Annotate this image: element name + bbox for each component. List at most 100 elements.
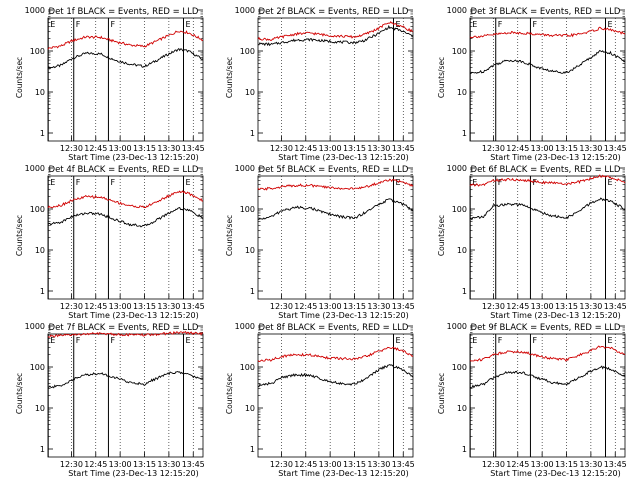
series-line-lld [469, 345, 626, 362]
chart-title: Det 5f BLACK = Events, RED = LLD [259, 165, 409, 175]
y-tick-label: 1000 [447, 164, 467, 173]
y-tick-label: 100 [240, 205, 255, 214]
event-marker-label: E [186, 20, 191, 29]
x-tick-label: 13:15 [343, 144, 366, 153]
series-line-lld [47, 330, 204, 338]
y-tick-label: 1000 [447, 6, 467, 15]
x-tick-label: 13:45 [604, 460, 627, 469]
series-line-lld [469, 174, 626, 187]
series-line-events [469, 365, 626, 389]
x-axis-label: Start Time (23-Dec-13 12:15:20) [490, 311, 621, 320]
y-tick-label: 10 [35, 404, 45, 413]
x-tick-label: 12:30 [482, 302, 505, 311]
x-tick-label: 13:15 [555, 302, 578, 311]
x-tick-label: 13:00 [319, 460, 342, 469]
x-tick-label: 12:45 [294, 144, 317, 153]
y-tick-label: 1000 [235, 164, 255, 173]
y-tick-label: 10 [457, 246, 467, 255]
x-axis-label: Start Time (23-Dec-13 12:15:20) [278, 153, 409, 162]
x-axis-label: Start Time (23-Dec-13 12:15:20) [278, 469, 409, 478]
y-tick-label: 1000 [235, 6, 255, 15]
y-tick-label: 100 [240, 363, 255, 372]
y-axis-label: Counts/sec [15, 215, 24, 256]
x-tick-label: 13:15 [133, 302, 156, 311]
x-tick-label: 12:45 [84, 302, 107, 311]
event-marker-label: E [50, 20, 55, 29]
y-tick-label: 1000 [235, 322, 255, 331]
series-line-events [47, 47, 204, 70]
chart-panel-8: Det 8f BLACK = Events, RED = LLD 1 10 100 10… [225, 322, 415, 478]
chart-title: Det 8f BLACK = Events, RED = LLD [259, 323, 409, 333]
event-marker-label: E [608, 336, 613, 345]
event-marker-label: F [532, 178, 537, 187]
chart-panel-6: Det 6f BLACK = Events, RED = LLD 1 10 100 10… [437, 164, 627, 320]
x-tick-label: 13:15 [343, 460, 366, 469]
y-tick-label: 100 [30, 363, 45, 372]
x-tick-label: 13:15 [343, 302, 366, 311]
x-tick-label: 12:30 [270, 460, 293, 469]
x-tick-label: 13:30 [579, 302, 602, 311]
y-axis-label: Counts/sec [437, 373, 446, 414]
x-tick-label: 13:00 [531, 144, 554, 153]
event-marker-label: F [532, 336, 537, 345]
x-tick-label: 13:15 [133, 144, 156, 153]
event-marker-label: E [396, 336, 401, 345]
event-marker-label: E [396, 20, 401, 29]
y-tick-label: 1 [462, 445, 467, 454]
event-marker-label: F [76, 178, 81, 187]
x-tick-label: 12:45 [506, 144, 529, 153]
y-tick-label: 1000 [25, 322, 45, 331]
y-tick-label: 1000 [25, 6, 45, 15]
y-tick-label: 100 [30, 47, 45, 56]
y-tick-label: 10 [245, 88, 255, 97]
series-line-lld [257, 178, 414, 191]
series-line-lld [47, 190, 203, 209]
event-marker-label: F [110, 178, 115, 187]
x-axis-label: Start Time (23-Dec-13 12:15:20) [68, 311, 199, 320]
x-tick-label: 13:00 [319, 144, 342, 153]
event-marker-label: E [472, 178, 477, 187]
y-tick-label: 1 [40, 129, 45, 138]
y-tick-label: 1 [462, 287, 467, 296]
chart-panel-5: Det 5f BLACK = Events, RED = LLD 1 10 100 10… [225, 164, 415, 320]
event-marker-label: F [110, 336, 115, 345]
y-axis-label: Counts/sec [437, 57, 446, 98]
y-tick-label: 10 [457, 404, 467, 413]
y-tick-label: 1 [250, 287, 255, 296]
y-axis-label: Counts/sec [225, 57, 234, 98]
event-marker-label: F [532, 20, 537, 29]
event-marker-label: E [50, 178, 55, 187]
event-marker-label: E [608, 178, 613, 187]
x-tick-label: 13:00 [531, 460, 554, 469]
x-tick-label: 13:30 [157, 302, 180, 311]
y-axis-label: Counts/sec [15, 57, 24, 98]
x-tick-label: 12:45 [294, 460, 317, 469]
x-tick-label: 12:30 [482, 460, 505, 469]
series-line-events [47, 206, 204, 228]
y-tick-label: 100 [30, 205, 45, 214]
chart-title: Det 3f BLACK = Events, RED = LLD [471, 7, 621, 17]
x-tick-label: 13:45 [182, 302, 205, 311]
x-tick-label: 13:00 [109, 302, 132, 311]
x-tick-label: 13:30 [579, 460, 602, 469]
y-tick-label: 1 [40, 445, 45, 454]
x-tick-label: 12:45 [506, 302, 529, 311]
series-line-events [469, 49, 626, 75]
series-line-events [257, 24, 414, 47]
x-tick-label: 12:30 [60, 144, 83, 153]
series-line-lld [257, 21, 414, 42]
x-tick-label: 13:15 [555, 460, 578, 469]
series-line-events [257, 198, 414, 220]
x-tick-label: 12:30 [270, 302, 293, 311]
chart-title: Det 4f BLACK = Events, RED = LLD [49, 165, 199, 175]
y-tick-label: 10 [457, 88, 467, 97]
y-tick-label: 100 [452, 205, 467, 214]
y-tick-label: 1 [250, 129, 255, 138]
y-tick-label: 1000 [447, 322, 467, 331]
chart-title: Det 7f BLACK = Events, RED = LLD [49, 323, 199, 333]
y-axis-label: Counts/sec [15, 373, 24, 414]
x-tick-label: 12:30 [60, 460, 83, 469]
y-axis-label: Counts/sec [225, 373, 234, 414]
y-tick-label: 10 [245, 246, 255, 255]
